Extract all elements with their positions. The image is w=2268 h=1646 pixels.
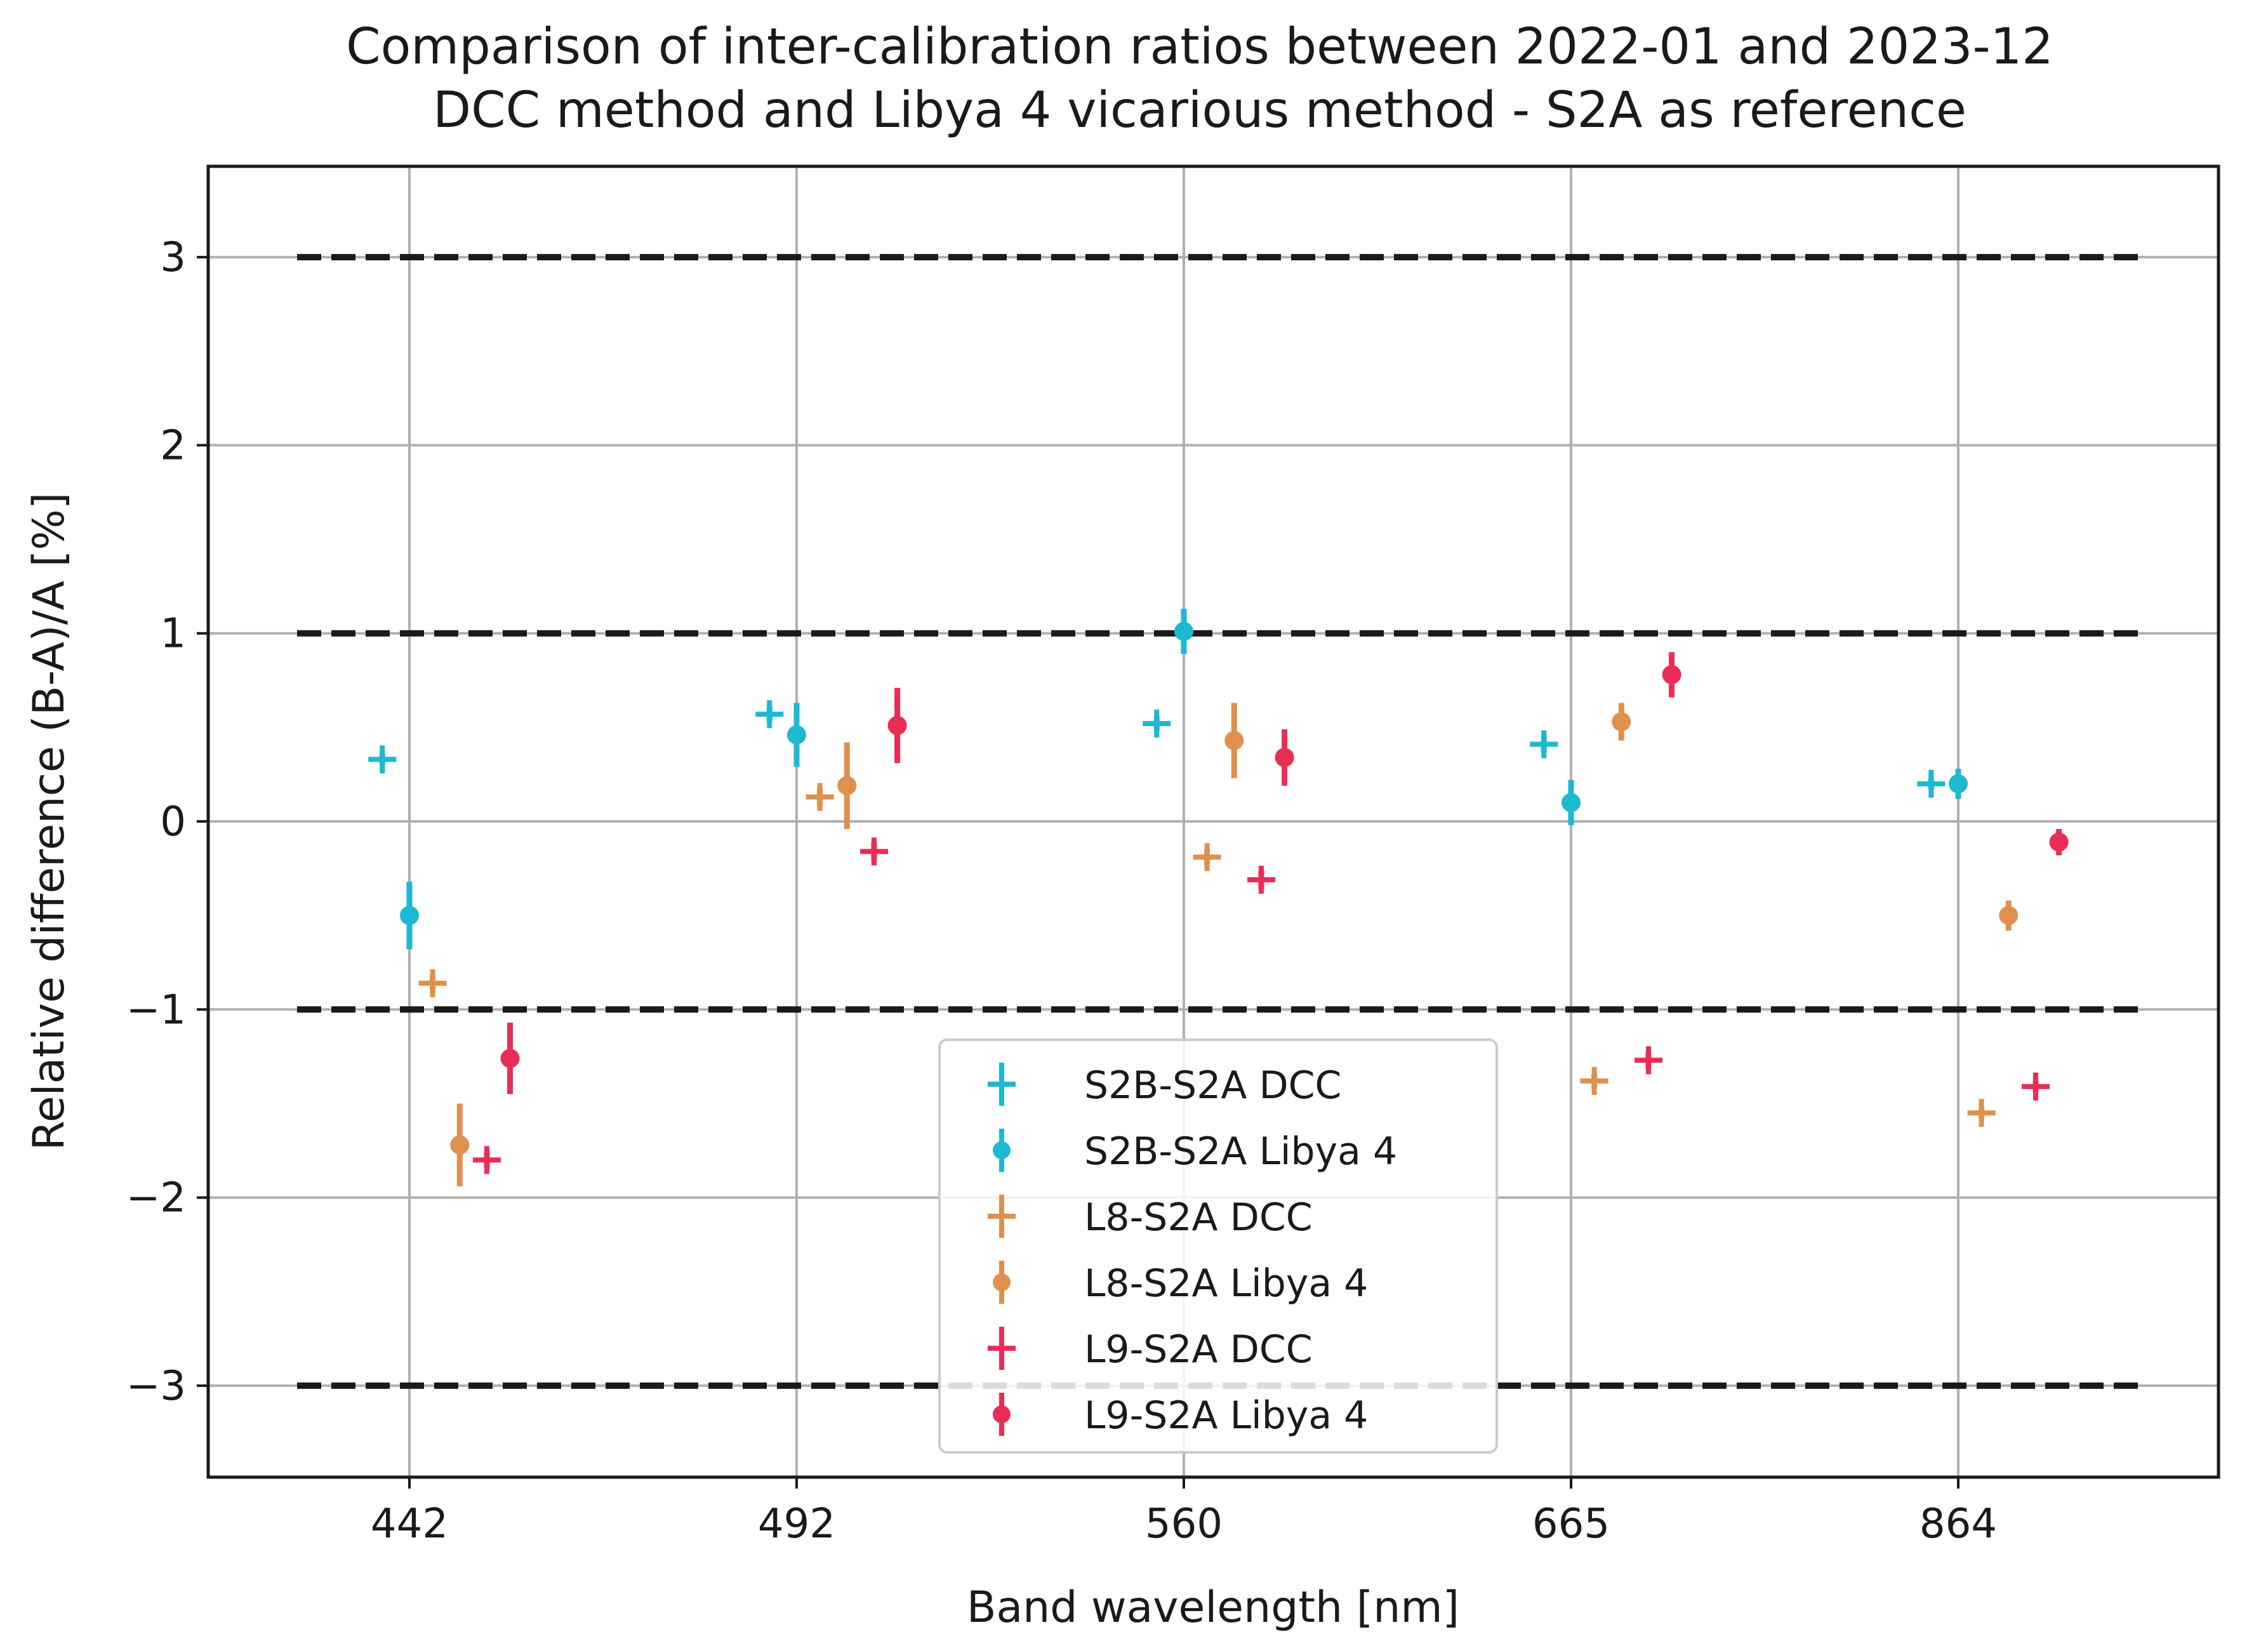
y-axis-label: Relative difference (B-A)/A [%] — [24, 493, 74, 1151]
x-tick-label: 492 — [758, 1501, 835, 1548]
data-point — [1612, 712, 1631, 731]
legend-label: L9-S2A Libya 4 — [1084, 1393, 1368, 1438]
data-point — [1635, 1046, 1662, 1075]
y-tick-label: 3 — [160, 234, 186, 281]
x-tick-label: 864 — [1920, 1501, 1997, 1548]
data-point — [1999, 906, 2019, 926]
legend-label: L8-S2A DCC — [1084, 1195, 1313, 1240]
tick-labels: 442 492 560 665 864 3 2 1 0 −1 −2 −3 — [126, 234, 1997, 1548]
y-tick-label: 2 — [160, 422, 186, 469]
series-l8-s2a-dcc — [418, 783, 1996, 1127]
y-tick-label: 1 — [160, 611, 186, 658]
data-point — [1174, 621, 1193, 641]
data-point — [1193, 843, 1221, 872]
data-point — [450, 1135, 470, 1155]
series-l9-s2a-dcc — [473, 837, 2050, 1174]
legend-frame — [938, 1039, 1498, 1454]
legend-label: S2B-S2A Libya 4 — [1084, 1129, 1397, 1174]
y-tick-label: 0 — [160, 799, 186, 846]
data-point — [1967, 1099, 1996, 1127]
data-point — [787, 725, 806, 745]
data-point — [473, 1146, 501, 1174]
legend-label: L9-S2A DCC — [1084, 1327, 1313, 1372]
data-point — [1562, 793, 1581, 813]
legend-marker — [993, 1405, 1011, 1423]
data-marks — [368, 609, 2069, 1186]
x-tick-label: 442 — [371, 1501, 448, 1548]
chart-subtitle: DCC method and Libya 4 vicarious method … — [433, 82, 1966, 139]
series-s2b-s2a-libya-4 — [400, 609, 1968, 950]
data-point — [1247, 865, 1275, 894]
x-tick-label: 665 — [1532, 1501, 1610, 1548]
series-l8-s2a-libya-4 — [450, 703, 2019, 1186]
data-point — [418, 969, 447, 997]
y-tick-label: −2 — [126, 1175, 186, 1222]
data-point — [1917, 769, 1946, 798]
data-point — [1275, 748, 1294, 767]
series-l9-s2a-libya-4 — [500, 652, 2069, 1094]
legend-marker — [993, 1141, 1011, 1159]
data-point — [368, 745, 397, 774]
legend-label: S2B-S2A DCC — [1084, 1063, 1341, 1108]
data-point — [400, 906, 419, 926]
chart-title: Comparison of inter-calibration ratios b… — [346, 18, 2053, 76]
data-point — [1143, 709, 1171, 738]
data-point — [2022, 1072, 2050, 1101]
legend-item-l9-s2a-dcc: L9-S2A DCC — [988, 1327, 1313, 1372]
x-tick-label: 560 — [1145, 1501, 1223, 1548]
data-point — [2049, 832, 2069, 852]
series-s2b-s2a-dcc — [368, 700, 1946, 798]
y-tick-label: −1 — [126, 986, 186, 1033]
data-point — [1530, 730, 1558, 759]
legend-marker — [993, 1273, 1011, 1291]
legend-item-l8-s2a-libya-4: L8-S2A Libya 4 — [993, 1261, 1368, 1306]
legend-item-s2b-s2a-libya-4: S2B-S2A Libya 4 — [993, 1129, 1397, 1174]
legend-label: L8-S2A Libya 4 — [1084, 1261, 1368, 1306]
data-point — [755, 700, 784, 729]
y-tick-label: −3 — [126, 1363, 186, 1410]
data-point — [806, 783, 834, 811]
data-point — [1224, 731, 1244, 750]
data-point — [500, 1049, 520, 1068]
x-axis-label: Band wavelength [nm] — [967, 1583, 1459, 1633]
data-point — [1949, 774, 1968, 793]
data-point — [1662, 665, 1681, 684]
legend-item-l8-s2a-dcc: L8-S2A DCC — [988, 1195, 1313, 1240]
data-point — [1580, 1066, 1608, 1095]
legend-item-s2b-s2a-dcc: S2B-S2A DCC — [988, 1063, 1341, 1108]
legend-item-l9-s2a-libya-4: L9-S2A Libya 4 — [993, 1393, 1368, 1438]
plot-area-frame — [206, 164, 2220, 1479]
data-point — [860, 837, 888, 866]
data-point — [887, 715, 907, 735]
data-point — [837, 776, 857, 795]
legend: S2B-S2A DCC S2B-S2A Libya 4 L8-S2A DCC L8-S… — [938, 1039, 1498, 1454]
